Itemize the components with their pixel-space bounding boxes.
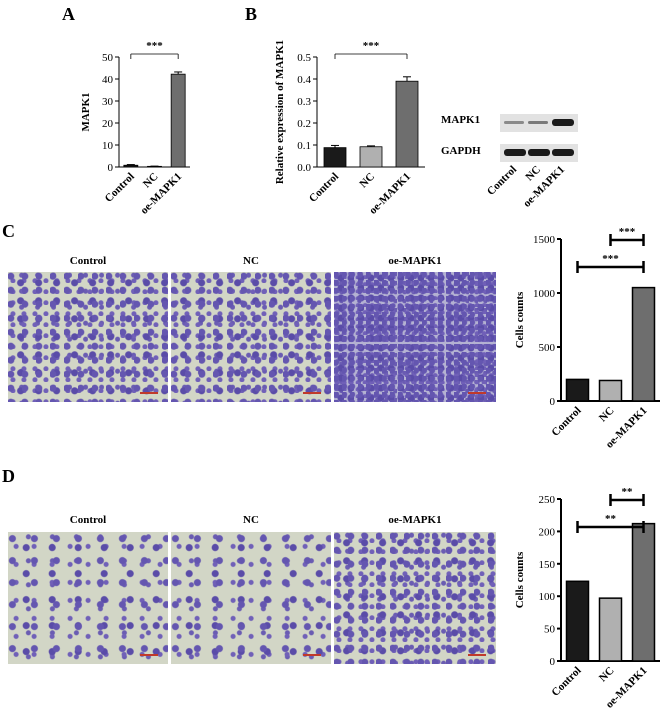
image-title-d-nc: NC xyxy=(243,514,259,526)
y-tick-label-d: 100 xyxy=(539,591,556,603)
y-tick-label-a: 50 xyxy=(102,52,114,64)
y-tick-label-a: 40 xyxy=(102,74,114,86)
y-tick-label-c: 1500 xyxy=(533,234,556,246)
y-tick-label-b: 0.0 xyxy=(297,162,311,174)
y-tick-label-d: 250 xyxy=(539,494,556,506)
y-tick-label-a: 0 xyxy=(108,162,114,174)
blot-band-oe-mapk1 xyxy=(552,119,574,126)
significance-label-c: *** xyxy=(619,226,636,238)
image-title-c-nc: NC xyxy=(243,255,259,267)
y-tick-label-d: 50 xyxy=(544,624,556,636)
micrograph-d-oe-mapk1 xyxy=(334,532,496,664)
blot-lane-label-control: Control xyxy=(485,164,519,198)
y-tick-label-d: 0 xyxy=(550,656,556,668)
bar-c-2 xyxy=(631,286,656,402)
image-title-d-control: Control xyxy=(69,514,107,526)
significance-label-d: ** xyxy=(605,513,617,525)
y-axis-label-b: Relative expression of MAPK1 xyxy=(274,40,286,184)
y-tick-label-c: 500 xyxy=(539,342,556,354)
blot-band-oe-gapdh xyxy=(552,149,574,156)
blot-membrane-mapk1 xyxy=(500,114,578,132)
y-tick-label-d: 200 xyxy=(539,526,556,538)
panel-letter-b: B xyxy=(245,4,258,24)
bar-d-1 xyxy=(598,597,623,662)
blot-band-control-mapk1 xyxy=(504,121,524,124)
image-title-c-oe-mapk1: oe-MAPK1 xyxy=(388,255,442,267)
panel-letter-d: D xyxy=(2,466,15,486)
y-tick-label-d: 150 xyxy=(539,559,556,571)
significance-label-a: *** xyxy=(146,40,163,52)
scale-bar xyxy=(303,392,321,394)
image-title-d-oe-mapk1: oe-MAPK1 xyxy=(388,514,442,526)
y-tick-label-c: 1000 xyxy=(533,288,556,300)
y-tick-label-a: 30 xyxy=(102,96,114,108)
significance-label-c: *** xyxy=(602,253,619,265)
scale-bar xyxy=(303,654,321,656)
blot-lane-label-nc: NC xyxy=(523,164,543,184)
y-tick-label-b: 0.2 xyxy=(297,118,311,130)
y-tick-label-a: 10 xyxy=(102,140,114,152)
scale-bar xyxy=(468,654,486,656)
y-axis-label-a: MAPK1 xyxy=(80,92,92,131)
y-axis-label-c: Cells counts xyxy=(514,291,526,348)
micrograph-d-control xyxy=(8,532,168,664)
blot-band-label-mapk1: MAPK1 xyxy=(441,114,481,126)
y-axis-label-d: Cells counts xyxy=(514,551,526,608)
micrograph-c-control xyxy=(8,272,168,402)
panel-letter-a: A xyxy=(62,4,75,24)
y-tick-label-c: 0 xyxy=(550,396,556,408)
blot-band-nc-mapk1 xyxy=(528,121,548,124)
micrograph-c-nc xyxy=(171,272,331,402)
scale-bar xyxy=(468,392,486,394)
y-tick-label-b: 0.3 xyxy=(297,96,311,108)
y-tick-label-b: 0.4 xyxy=(297,74,311,86)
significance-label-d: ** xyxy=(622,486,634,498)
scale-bar xyxy=(140,654,158,656)
micrograph-c-oe-mapk1 xyxy=(334,272,496,402)
panel-letter-c: C xyxy=(2,221,15,241)
significance-label-b: *** xyxy=(363,40,380,52)
blot-membrane-gapdh xyxy=(500,144,578,162)
blot-band-nc-gapdh xyxy=(528,149,550,156)
scale-bar xyxy=(140,392,158,394)
y-tick-label-a: 20 xyxy=(102,118,114,130)
bar-d-0 xyxy=(565,580,590,662)
bar-c-1 xyxy=(598,379,623,402)
y-tick-label-b: 0.5 xyxy=(297,52,311,64)
y-tick-label-b: 0.1 xyxy=(297,140,311,152)
blot-band-label-gapdh: GAPDH xyxy=(441,145,481,157)
micrograph-d-nc xyxy=(171,532,331,664)
blot-band-control-gapdh xyxy=(504,149,526,156)
bar-c-0 xyxy=(565,378,590,402)
image-title-c-control: Control xyxy=(69,255,107,267)
